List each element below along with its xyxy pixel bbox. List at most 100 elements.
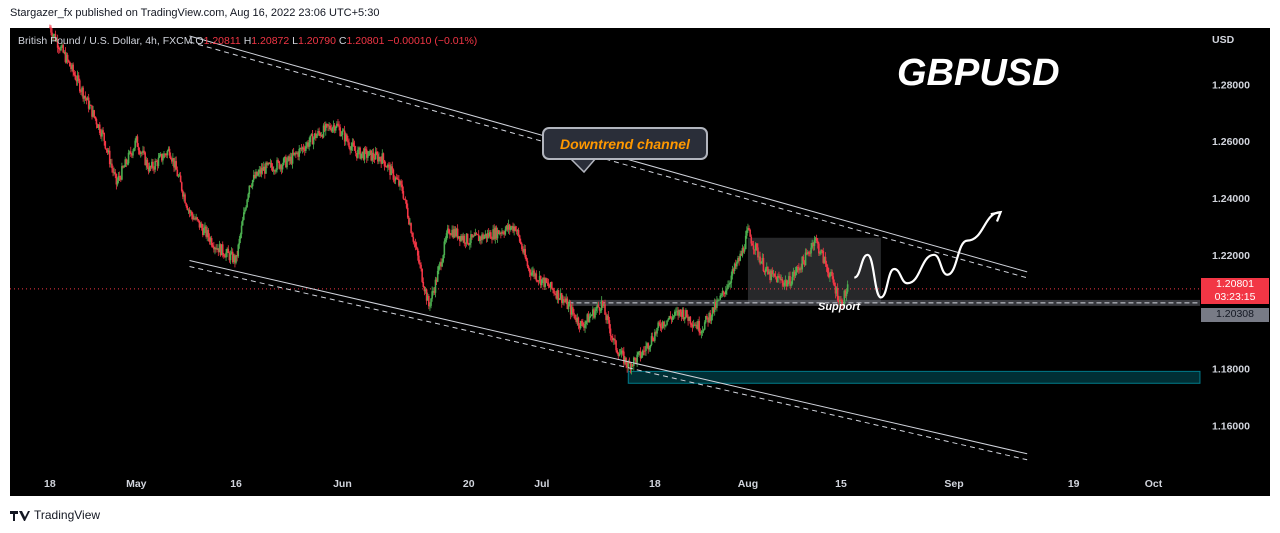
candle-body — [804, 252, 807, 266]
candle-body — [579, 320, 582, 329]
candle-body — [228, 253, 231, 261]
candle-body — [506, 225, 509, 230]
candle-body — [676, 310, 678, 312]
candle-body — [642, 350, 645, 352]
candle-body — [659, 323, 662, 328]
candle-body — [317, 130, 319, 135]
candle-body — [461, 235, 463, 240]
candle-body — [792, 271, 795, 277]
candle-body — [266, 162, 268, 165]
candle-body — [537, 280, 540, 282]
candle-body — [115, 173, 118, 185]
candle-body — [433, 291, 436, 293]
candle-body — [802, 256, 805, 261]
candle-body — [775, 276, 778, 283]
candle-body — [166, 151, 169, 156]
candle-body — [113, 172, 115, 174]
candle-body — [674, 311, 676, 316]
candle-body — [400, 181, 402, 185]
candle-body — [472, 235, 474, 238]
candle-body — [188, 209, 191, 213]
candle-body — [65, 54, 68, 63]
candle-body — [54, 34, 57, 42]
candle-body — [521, 243, 523, 250]
candle-body — [837, 300, 840, 303]
candle-body — [79, 80, 81, 92]
countdown-tag: 03:23:15 — [1201, 291, 1269, 304]
candle-body — [254, 174, 256, 178]
candle-body — [727, 284, 729, 290]
candle-body — [719, 295, 722, 300]
candle-body — [746, 230, 748, 236]
candle-body — [87, 97, 90, 109]
candle-body — [61, 45, 63, 47]
time-axis[interactable] — [10, 468, 1200, 496]
candle-body — [210, 238, 213, 246]
candle-body — [660, 327, 663, 329]
candle-body — [666, 320, 668, 325]
candle-body — [729, 282, 732, 285]
x-tick-label: May — [126, 478, 147, 490]
candle-body — [265, 162, 267, 174]
candle-body — [359, 147, 361, 159]
candle-body — [381, 153, 384, 164]
candle-body — [416, 248, 419, 256]
candle-body — [780, 279, 782, 280]
candle-body — [453, 229, 456, 238]
candle-body — [744, 235, 747, 250]
candle-body — [169, 155, 172, 160]
candle-body — [391, 166, 394, 170]
candle-body — [229, 253, 232, 261]
candle-body — [141, 152, 143, 154]
candle-body — [404, 199, 407, 201]
candle-body — [638, 351, 641, 353]
candle-body — [236, 255, 238, 257]
candle-body — [302, 147, 305, 150]
candle-body — [554, 293, 556, 295]
candle-body — [245, 207, 247, 210]
candle-body — [60, 46, 62, 51]
chart-pane[interactable] — [10, 28, 1200, 496]
candle-body — [105, 148, 108, 150]
candle-body — [794, 271, 797, 276]
candle-body — [276, 160, 278, 170]
candle-body — [362, 151, 365, 160]
candle-body — [501, 231, 503, 234]
tradingview-brand[interactable]: TradingView — [10, 508, 100, 522]
candle-body — [478, 236, 481, 242]
candle-body — [829, 274, 831, 278]
support-annotation: Support — [818, 301, 861, 313]
candle-body — [135, 136, 138, 141]
candle-body — [646, 343, 648, 347]
candle-body — [291, 152, 294, 164]
candle-body — [217, 248, 220, 253]
candle-body — [93, 110, 96, 117]
candle-body — [698, 321, 700, 333]
candle-body — [298, 148, 300, 157]
candle-body — [183, 194, 185, 197]
price-axis[interactable] — [1200, 28, 1270, 468]
candle-body — [519, 241, 522, 244]
candle-body — [340, 134, 343, 137]
candle-body — [390, 166, 392, 176]
candle-body — [823, 256, 826, 263]
candle-body — [474, 233, 477, 236]
candle-body — [500, 232, 502, 234]
candle-body — [773, 273, 776, 277]
candle-body — [311, 134, 314, 145]
candle-body — [724, 290, 727, 295]
candle-body — [356, 152, 358, 158]
candle-body — [445, 233, 448, 240]
candle-body — [828, 272, 830, 278]
candle-body — [738, 258, 740, 261]
candle-body — [618, 353, 621, 356]
candle-body — [592, 309, 594, 316]
candle-body — [598, 307, 601, 311]
y-tick-label: 1.16000 — [1212, 420, 1250, 432]
candle-body — [50, 27, 52, 33]
candle-body — [72, 64, 74, 73]
candle-body — [226, 248, 228, 253]
candle-body — [343, 130, 346, 142]
candle-body — [538, 275, 541, 281]
